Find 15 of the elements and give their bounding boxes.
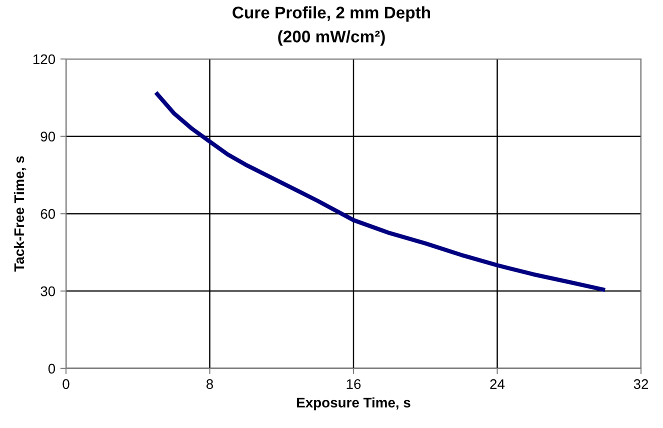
x-tick-label: 8 [206, 379, 214, 390]
y-tick-label: 60 [40, 209, 56, 219]
x-tick-label: 0 [62, 379, 70, 390]
y-tick-label: 120 [33, 54, 56, 64]
chart-title: Cure Profile, 2 mm Depth [232, 6, 430, 22]
x-tick-label: 24 [490, 379, 505, 389]
y-tick-label: 0 [48, 364, 56, 374]
y-tick-label: 30 [40, 286, 56, 296]
x-axis-title: Exposure Time, s [297, 397, 410, 410]
y-tick-label: 90 [40, 132, 56, 142]
x-tick-label: 32 [634, 379, 648, 390]
line-series [154, 90, 608, 292]
x-tick-label: 16 [346, 379, 361, 390]
y-axis-title: Tack-Free Time, s [14, 156, 26, 272]
chart-subtitle: (200 mW/cm²) [278, 30, 385, 46]
